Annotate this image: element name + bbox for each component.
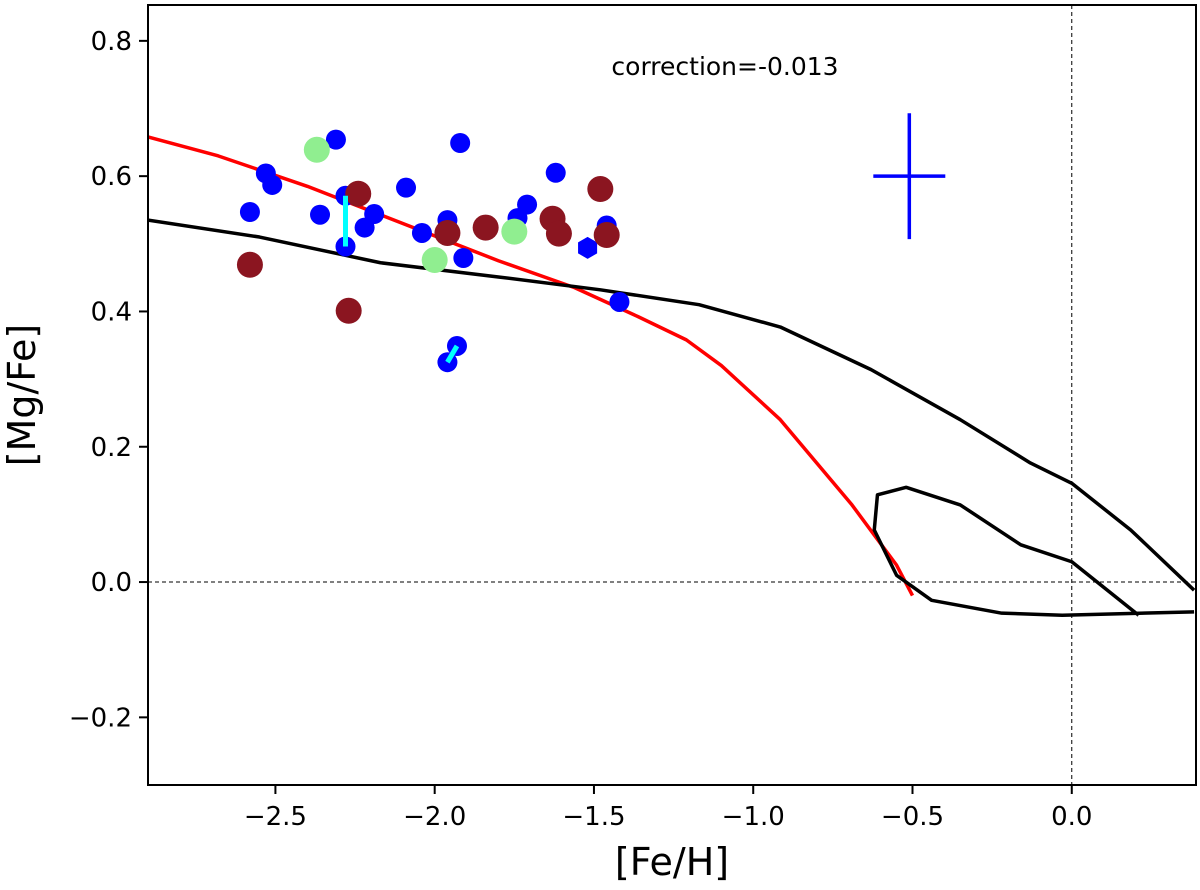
x-tick-label: 0.0 [1051,802,1092,832]
x-axis-label: [Fe/H] [615,840,729,884]
connector-line [445,344,460,364]
blue-point [396,177,417,198]
blue-point [354,217,375,238]
blue-point [325,129,346,150]
y-tick-label: 0.8 [91,27,132,57]
x-tick-label: −0.5 [881,802,944,832]
y-tick-label: 0.0 [91,568,132,598]
maroon-point [545,220,572,247]
plot-frame [147,4,1197,786]
blue-point [239,202,260,223]
maroon-point [472,214,499,241]
x-tick-label: −2.5 [244,802,307,832]
maroon-point [345,180,372,207]
red-model-line [148,135,915,597]
blue-point [310,204,331,225]
y-tick-label: 0.6 [91,162,132,192]
lightgreen-point [501,218,528,245]
lightgreen-point [421,247,448,274]
y-axis-label: [Mg/Fe] [0,324,44,467]
axis-ticks: −2.5 −2.0 −1.5 −1.0 −0.5 0.0 −0.2 0.0 0.2 0.4 0.6 0… [69,27,1093,832]
y-tick-label: 0.2 [91,433,132,463]
x-tick-label: −1.5 [562,802,625,832]
y-tick-label: 0.4 [91,297,132,327]
lightgreen-point [303,136,330,163]
blue-point [450,133,471,154]
blue-point [262,174,283,195]
plot-area [148,5,1196,785]
black-model-2-line [872,485,1195,617]
blue-point [545,162,566,183]
maroon-point [335,297,362,324]
y-tick-label: −0.2 [69,703,132,733]
maroon-point [587,176,614,203]
x-tick-label: −1.0 [722,802,785,832]
maroon-point [236,251,263,278]
annotation: correction=-0.013 [611,52,838,81]
blue-point [453,248,474,269]
black-model-1-line [148,218,1196,592]
maroon-point [434,219,461,246]
x-tick-label: −2.0 [403,802,466,832]
blue-point [609,291,630,312]
maroon-point [593,222,620,249]
blue-hexagon-point [578,236,598,259]
blue-point [411,222,432,243]
